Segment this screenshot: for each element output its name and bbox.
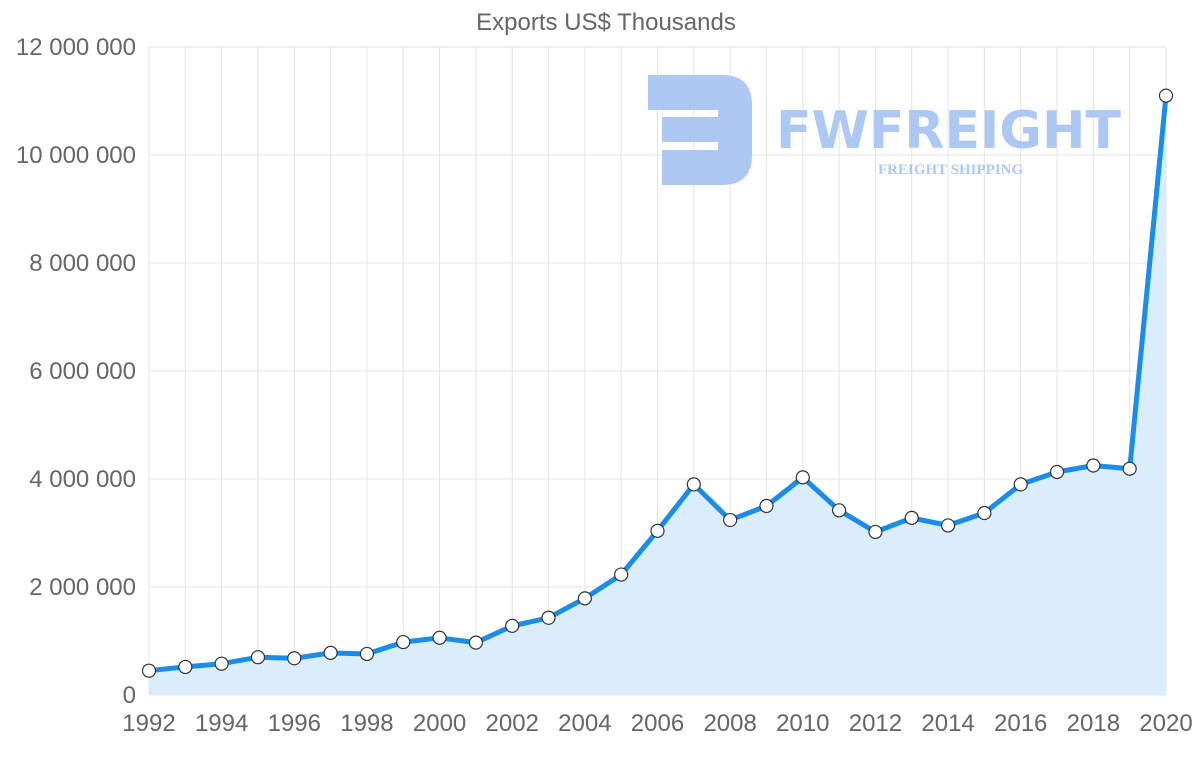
- data-point-1998[interactable]: [359, 646, 375, 662]
- x-tick-label: 2010: [776, 710, 829, 737]
- data-point-1994[interactable]: [214, 656, 229, 671]
- x-tick-label: 1998: [340, 710, 393, 737]
- x-tick-label: 2004: [558, 710, 611, 737]
- data-point-2005[interactable]: [614, 567, 629, 582]
- data-point-2009[interactable]: [759, 498, 774, 514]
- chart-title: Exports US$ Thousands: [476, 9, 736, 36]
- data-point-1997[interactable]: [323, 645, 338, 660]
- watermark-brand: FWFREIGHT: [776, 101, 1122, 161]
- data-point-2014[interactable]: [940, 518, 956, 533]
- data-point-2008[interactable]: [723, 512, 738, 528]
- series-area-fill: [149, 95, 1166, 696]
- fwfreight-watermark: FWFREIGHT FREIGHT SHIPPING: [648, 75, 1122, 185]
- x-tick-label: 2006: [631, 710, 684, 737]
- data-point-2019[interactable]: [1122, 461, 1137, 476]
- data-point-2002[interactable]: [505, 618, 520, 633]
- x-tick-label: 2014: [921, 710, 974, 737]
- x-tick-label: 2018: [1067, 710, 1120, 737]
- y-tick-label: 8 000 000: [29, 250, 136, 277]
- y-tick-label: 4 000 000: [29, 466, 136, 493]
- y-axis-tick-labels: 0 2 000 000 4 000 000 6 000 000 8 000 000 10 …: [16, 34, 136, 709]
- fwfreight-logo-icon: [648, 75, 752, 185]
- data-point-2012[interactable]: [868, 524, 883, 540]
- data-point-2015[interactable]: [977, 505, 992, 521]
- data-points: [141, 88, 1174, 678]
- data-point-2017[interactable]: [1049, 464, 1065, 480]
- x-tick-label: 2002: [486, 710, 539, 737]
- data-point-2018[interactable]: [1086, 458, 1101, 473]
- data-point-2013[interactable]: [904, 510, 919, 525]
- x-tick-label: 2000: [413, 710, 466, 737]
- x-tick-label: 1996: [268, 710, 321, 737]
- y-tick-label: 6 000 000: [29, 358, 136, 385]
- x-axis-tick-labels: 1992 1994 1996 1998 2000 2002 2004 2006 2008 2010…: [122, 710, 1192, 737]
- data-point-2004[interactable]: [577, 591, 592, 606]
- data-point-1993[interactable]: [178, 659, 193, 675]
- x-tick-label: 2020: [1139, 710, 1192, 737]
- data-point-1996[interactable]: [287, 651, 302, 666]
- y-tick-label: 0: [123, 682, 136, 709]
- data-point-2006[interactable]: [650, 523, 665, 538]
- y-tick-label: 12 000 000: [16, 34, 136, 61]
- y-tick-label: 10 000 000: [16, 142, 136, 169]
- x-tick-label: 2012: [849, 710, 902, 737]
- data-point-2010[interactable]: [795, 470, 810, 485]
- data-point-2003[interactable]: [541, 610, 556, 625]
- data-point-1999[interactable]: [396, 634, 411, 650]
- x-tick-label: 1992: [122, 710, 175, 737]
- watermark-tagline: FREIGHT SHIPPING: [878, 162, 1023, 178]
- data-point-1992[interactable]: [141, 663, 157, 678]
- data-point-2000[interactable]: [432, 630, 447, 645]
- data-point-2016[interactable]: [1013, 477, 1028, 492]
- x-tick-label: 2008: [703, 710, 756, 737]
- x-tick-label: 1994: [195, 710, 248, 737]
- y-tick-label: 2 000 000: [29, 574, 136, 601]
- x-tick-label: 2016: [994, 710, 1047, 737]
- data-point-2001[interactable]: [468, 635, 483, 650]
- data-point-1995[interactable]: [250, 650, 266, 665]
- data-point-2007[interactable]: [686, 477, 701, 492]
- data-point-2020[interactable]: [1158, 88, 1174, 103]
- data-point-2011[interactable]: [832, 503, 847, 518]
